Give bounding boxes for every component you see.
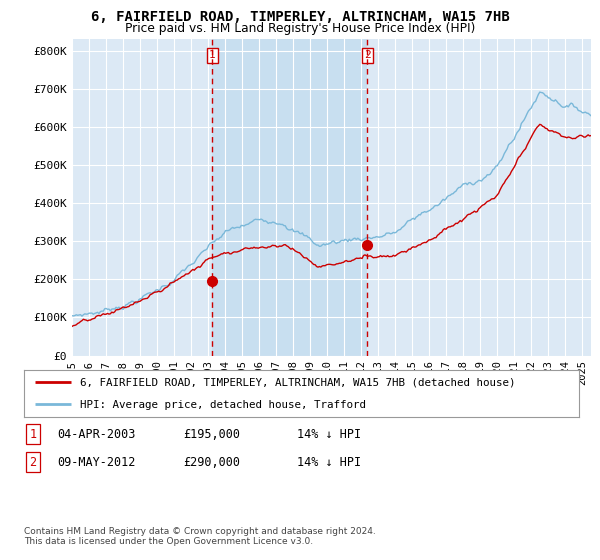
Text: £290,000: £290,000 [183,455,240,469]
Text: 6, FAIRFIELD ROAD, TIMPERLEY, ALTRINCHAM, WA15 7HB: 6, FAIRFIELD ROAD, TIMPERLEY, ALTRINCHAM… [91,10,509,24]
Text: 04-APR-2003: 04-APR-2003 [57,427,136,441]
Text: £195,000: £195,000 [183,427,240,441]
Bar [212,39,367,356]
Text: 1: 1 [29,427,37,441]
Text: Contains HM Land Registry data © Crown copyright and database right 2024.
This d: Contains HM Land Registry data © Crown c… [24,526,376,546]
Text: HPI: Average price, detached house, Trafford: HPI: Average price, detached house, Traf… [79,400,365,410]
Text: 6, FAIRFIELD ROAD, TIMPERLEY, ALTRINCHAM, WA15 7HB (detached house): 6, FAIRFIELD ROAD, TIMPERLEY, ALTRINCHAM… [79,378,515,388]
Text: 2: 2 [364,50,371,60]
Text: Price paid vs. HM Land Registry's House Price Index (HPI): Price paid vs. HM Land Registry's House … [125,22,475,35]
Text: 09-MAY-2012: 09-MAY-2012 [57,455,136,469]
Text: 2: 2 [29,455,37,469]
Text: 14% ↓ HPI: 14% ↓ HPI [297,427,361,441]
Text: 1: 1 [209,50,216,60]
Text: 14% ↓ HPI: 14% ↓ HPI [297,455,361,469]
